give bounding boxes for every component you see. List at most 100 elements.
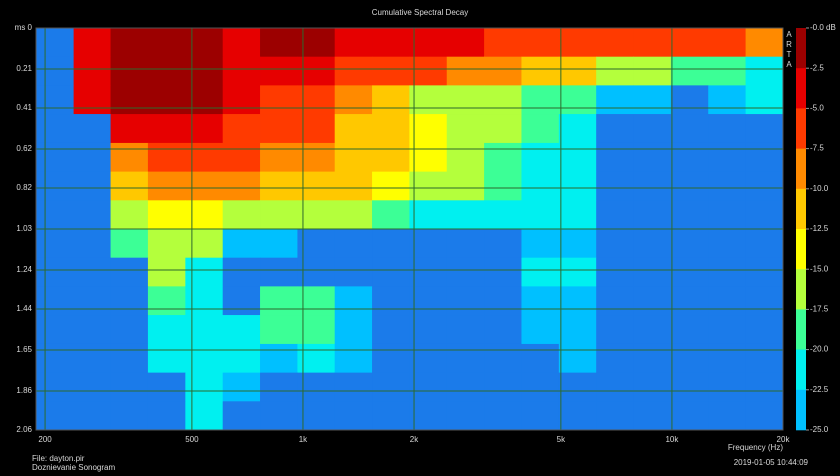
heat-cell (596, 28, 634, 58)
colorbar-segment (796, 309, 806, 350)
heat-cell (73, 229, 111, 259)
heat-cell (558, 343, 597, 374)
heat-cell (708, 343, 746, 374)
heat-cell (596, 343, 634, 374)
heat-cell (521, 343, 560, 374)
y-tick-label: 0.41 (16, 103, 32, 112)
y-tick-label: 1.03 (16, 224, 32, 233)
colorbar-segment (796, 148, 806, 190)
heat-cell (409, 85, 448, 115)
heat-cell (73, 315, 111, 345)
heat-cell (446, 200, 485, 230)
heat-cell (73, 85, 111, 115)
heat-cell (36, 200, 75, 230)
heat-cell (297, 315, 336, 345)
heat-cell (633, 200, 672, 230)
heat-cell (147, 257, 186, 287)
heat-cell (670, 114, 709, 144)
heat-cell (147, 142, 186, 173)
overlay (35, 27, 784, 431)
heat-cell (670, 56, 709, 86)
heat-cell (596, 85, 634, 115)
heat-cell (185, 171, 224, 201)
heat-cell (521, 229, 560, 259)
heat-cell (36, 28, 75, 58)
heat-cell (334, 372, 373, 402)
heat-cell (633, 257, 672, 287)
heat-cell (297, 401, 336, 431)
colorbar-tick-label: -2.5 (810, 63, 824, 72)
heat-cell (558, 28, 597, 58)
colorbar-tick-label: -17.5 (810, 305, 829, 314)
heat-cell (222, 56, 261, 86)
heat-cell (36, 401, 75, 431)
heat-cell (446, 171, 485, 201)
x-tick-label: 5k (557, 435, 566, 444)
heat-cell (558, 372, 597, 402)
heat-cell (446, 229, 485, 259)
heat-cell (36, 343, 75, 374)
heat-cell (297, 200, 336, 230)
heat-cell (745, 142, 784, 173)
heat-cell (670, 286, 709, 316)
heat-cell (222, 401, 261, 431)
x-tick-label: 2k (410, 435, 419, 444)
heat-cell (409, 114, 448, 144)
colorbar-tick-label: -20.0 (810, 345, 829, 354)
heat-cell (372, 171, 410, 201)
heat-cell (708, 286, 746, 316)
heat-cell (708, 171, 746, 201)
heat-cell (185, 257, 224, 287)
heat-cell (222, 85, 261, 115)
heat-cell (334, 315, 373, 345)
heat-cell (147, 229, 186, 259)
heat-cell (484, 372, 522, 402)
heat-cell (409, 401, 448, 431)
heat-cell (297, 343, 336, 374)
heat-cell (521, 372, 560, 402)
heat-cell (745, 85, 784, 115)
heat-cell (521, 114, 560, 144)
heat-cell (334, 171, 373, 201)
heat-cell (596, 286, 634, 316)
heat-cell (633, 343, 672, 374)
heat-cell (260, 315, 298, 345)
heat-cell (297, 28, 336, 58)
heat-cell (297, 85, 336, 115)
heat-cell (36, 315, 75, 345)
x-tick-label: 500 (185, 435, 199, 444)
heat-cell (484, 28, 522, 58)
heat-cell (222, 343, 261, 374)
heat-cell (222, 142, 261, 173)
heat-cell (110, 343, 149, 374)
heat-cell (260, 343, 298, 374)
heat-cell (372, 315, 410, 345)
heat-cell (147, 85, 186, 115)
heat-cell (745, 372, 784, 402)
heat-cell (185, 286, 224, 316)
colorbar-segment (796, 28, 806, 69)
heat-cell (222, 257, 261, 287)
heat-cell (596, 257, 634, 287)
heat-cell (633, 85, 672, 115)
heat-cell (446, 257, 485, 287)
heat-cell (110, 171, 149, 201)
heat-cell (147, 171, 186, 201)
heat-cell (558, 229, 597, 259)
heat-cell (745, 28, 784, 58)
colorbar-tick-label: -25.0 (810, 425, 829, 434)
heat-cell (36, 372, 75, 402)
heat-cell (484, 229, 522, 259)
heat-cell (372, 85, 410, 115)
heat-cell (745, 257, 784, 287)
heat-cell (745, 171, 784, 201)
heat-cell (297, 114, 336, 144)
colorbar-tick-label: -10.0 (810, 184, 829, 193)
heat-cell (670, 372, 709, 402)
heat-cell (372, 257, 410, 287)
heat-cell (73, 286, 111, 316)
x-tick-label: 10k (665, 435, 679, 444)
heat-cell (185, 85, 224, 115)
heat-cell (260, 229, 298, 259)
logo: ARTA (785, 30, 794, 70)
